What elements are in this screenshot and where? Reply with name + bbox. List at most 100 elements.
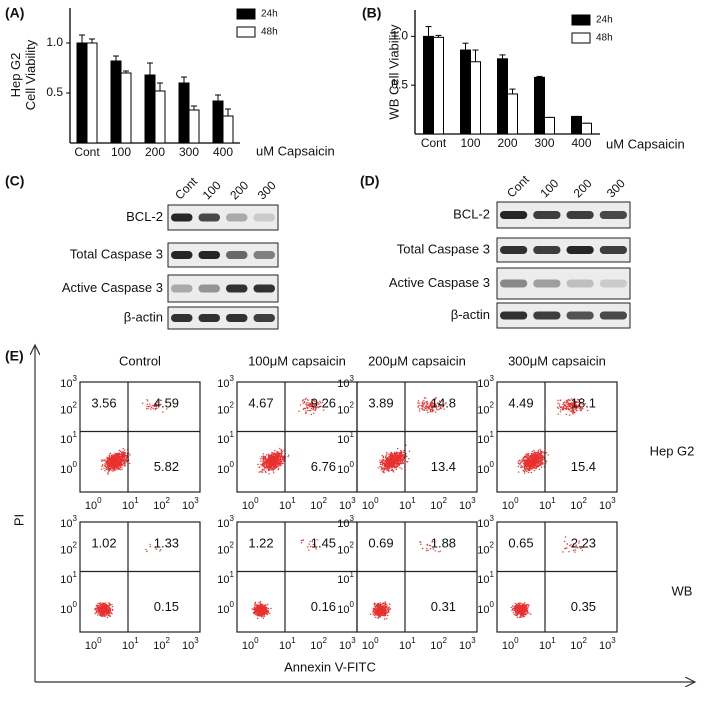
- flow-dot: [378, 606, 379, 607]
- flow-dot: [534, 461, 535, 462]
- bar: [111, 61, 121, 143]
- flow-dot: [282, 451, 283, 452]
- flow-dot: [541, 451, 542, 452]
- flow-dot: [383, 456, 384, 457]
- flow-dot: [528, 464, 529, 465]
- flow-dot: [259, 607, 260, 608]
- tick-label: 100: [60, 600, 77, 616]
- flow-dot: [521, 465, 522, 466]
- flow-dot: [313, 413, 314, 414]
- flow-dot: [374, 615, 375, 616]
- flow-dot: [528, 612, 529, 613]
- flow-dot: [97, 603, 98, 604]
- flow-dot: [262, 472, 263, 473]
- quadrant-percent: 4.49: [508, 395, 533, 410]
- tick-base: 10: [339, 640, 351, 652]
- flow-dot: [388, 453, 389, 454]
- flow-dot: [265, 459, 266, 460]
- lane-label: 100: [537, 176, 561, 200]
- flow-dot: [393, 463, 394, 464]
- flow-dot: [303, 403, 304, 404]
- tick-base: 10: [217, 518, 229, 530]
- flow-dot: [521, 459, 522, 460]
- flow-dot: [121, 459, 122, 460]
- flow-dot: [121, 453, 122, 454]
- tick-base: 10: [477, 404, 489, 416]
- flow-dot: [519, 463, 520, 464]
- flow-dot: [409, 451, 410, 452]
- flow-dot: [378, 610, 379, 611]
- flow-dot: [384, 611, 385, 612]
- flow-dot: [273, 470, 274, 471]
- flow-dot: [431, 411, 432, 412]
- x-tick-label: 200: [145, 145, 165, 159]
- tick-exponent: 3: [471, 496, 476, 505]
- quadrant-percent: 13.4: [431, 459, 456, 474]
- flow-dot: [112, 610, 113, 611]
- flow-dot: [99, 610, 100, 611]
- flow-dot: [104, 466, 105, 467]
- bar: [545, 117, 555, 134]
- flow-dot: [260, 603, 261, 604]
- flow-dot: [103, 604, 104, 605]
- flow-dot: [528, 455, 529, 456]
- flow-dot: [397, 453, 398, 454]
- flow-dot: [532, 465, 533, 466]
- flow-dot: [120, 467, 121, 468]
- flow-dot: [268, 470, 269, 471]
- flow-dot: [120, 461, 121, 462]
- flow-dot: [440, 551, 441, 552]
- flow-dot: [536, 456, 537, 457]
- flow-dot: [102, 465, 103, 466]
- flow-dot: [281, 463, 282, 464]
- tick-base: 10: [459, 640, 471, 652]
- flow-dot: [539, 469, 540, 470]
- tick-base: 10: [242, 500, 254, 512]
- flow-dot: [388, 459, 389, 460]
- flow-dot: [274, 459, 275, 460]
- flow-dot: [537, 462, 538, 463]
- flow-dot: [560, 409, 561, 410]
- flow-dot: [528, 468, 529, 469]
- flow-dot: [423, 403, 424, 404]
- flow-dot: [106, 612, 107, 613]
- flow-dot: [526, 457, 527, 458]
- lane-label: 200: [571, 176, 595, 200]
- flow-dot: [385, 465, 386, 466]
- flow-dot: [384, 464, 385, 465]
- tick-exponent: 0: [374, 636, 379, 645]
- flow-dot: [567, 404, 568, 405]
- row-label: Active Caspase 3: [62, 280, 163, 295]
- flow-dot: [379, 462, 380, 463]
- flow-dot: [103, 603, 104, 604]
- tick-label: 102: [153, 496, 170, 512]
- flow-dot: [534, 457, 535, 458]
- flow-dot: [566, 409, 567, 410]
- flow-dot: [560, 411, 561, 412]
- tick-exponent: 1: [551, 496, 556, 505]
- tick-label: 100: [362, 636, 379, 652]
- flow-dot: [401, 455, 402, 456]
- tick-base: 10: [430, 500, 442, 512]
- flow-dot: [385, 466, 386, 467]
- row-label: Active Caspase 3: [389, 275, 490, 290]
- tick-label: 101: [337, 570, 354, 586]
- flow-dot: [97, 614, 98, 615]
- flow-dot: [541, 467, 542, 468]
- flow-dot: [397, 455, 398, 456]
- flow-dot: [557, 407, 558, 408]
- flow-dot: [108, 457, 109, 458]
- flow-dot: [125, 459, 126, 460]
- flow-dot: [563, 408, 564, 409]
- tick-base: 10: [60, 518, 72, 530]
- flow-dot: [104, 607, 105, 608]
- flow-dot: [385, 601, 386, 602]
- flow-dot: [263, 618, 264, 619]
- flow-dot: [104, 470, 105, 471]
- tick-exponent: 0: [254, 496, 259, 505]
- row-label: BCL-2: [453, 206, 490, 221]
- tick-exponent: 0: [230, 600, 235, 609]
- flow-dot: [379, 604, 380, 605]
- tick-label: 102: [217, 401, 234, 417]
- tick-exponent: 3: [73, 374, 78, 383]
